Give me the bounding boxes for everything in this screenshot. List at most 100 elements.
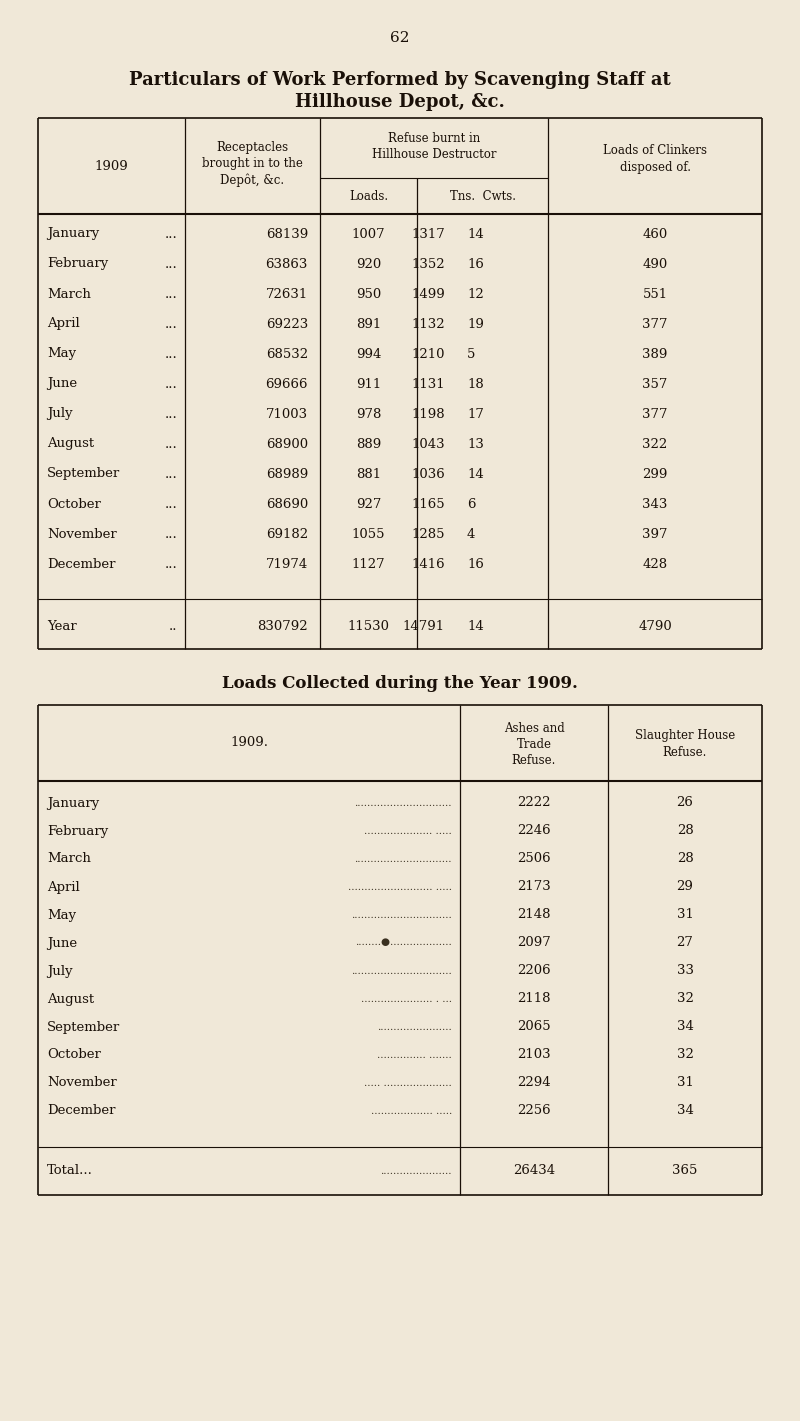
Text: ............... .......: ............... .......	[378, 1050, 452, 1060]
Text: 68989: 68989	[266, 468, 308, 480]
Text: 2173: 2173	[517, 881, 551, 894]
Text: .......................... .....: .......................... .....	[348, 882, 452, 891]
Text: 377: 377	[642, 317, 668, 331]
Text: February: February	[47, 824, 108, 837]
Text: 71974: 71974	[266, 557, 308, 570]
Text: 33: 33	[677, 965, 694, 978]
Text: ......................: ......................	[381, 1167, 452, 1175]
Text: Trade: Trade	[517, 739, 551, 752]
Text: August: August	[47, 438, 94, 450]
Text: 950: 950	[356, 287, 381, 300]
Text: 14: 14	[467, 227, 484, 240]
Text: ..... .....................: ..... .....................	[364, 1079, 452, 1087]
Text: 994: 994	[356, 348, 381, 361]
Text: Loads Collected during the Year 1909.: Loads Collected during the Year 1909.	[222, 675, 578, 692]
Text: 389: 389	[642, 348, 668, 361]
Text: .......................: .......................	[378, 1023, 452, 1032]
Text: 14: 14	[467, 468, 484, 480]
Text: ...: ...	[164, 317, 177, 331]
Text: 19: 19	[467, 317, 484, 331]
Text: 357: 357	[642, 378, 668, 391]
Text: 29: 29	[677, 881, 694, 894]
Text: July: July	[47, 965, 73, 978]
Text: 31: 31	[677, 1077, 694, 1090]
Text: ...............................: ...............................	[351, 966, 452, 975]
Text: 4: 4	[467, 527, 475, 540]
Text: ...: ...	[164, 438, 177, 450]
Text: brought in to the: brought in to the	[202, 158, 303, 171]
Text: February: February	[47, 257, 108, 270]
Text: 16: 16	[467, 557, 484, 570]
Text: ...: ...	[164, 408, 177, 421]
Text: Total...: Total...	[47, 1164, 93, 1178]
Text: 377: 377	[642, 408, 668, 421]
Text: 1043: 1043	[411, 438, 445, 450]
Text: Refuse.: Refuse.	[512, 755, 556, 767]
Text: 2246: 2246	[517, 824, 551, 837]
Text: 978: 978	[356, 408, 381, 421]
Text: ...: ...	[164, 348, 177, 361]
Text: 6: 6	[467, 497, 475, 510]
Text: 1909: 1909	[94, 159, 128, 172]
Text: 1131: 1131	[411, 378, 445, 391]
Text: 69182: 69182	[266, 527, 308, 540]
Text: Hillhouse Destructor: Hillhouse Destructor	[372, 148, 496, 161]
Text: January: January	[47, 227, 99, 240]
Text: 68139: 68139	[266, 227, 308, 240]
Text: 17: 17	[467, 408, 484, 421]
Text: ...: ...	[164, 257, 177, 270]
Text: 34: 34	[677, 1104, 694, 1117]
Text: 4790: 4790	[638, 621, 672, 634]
Text: April: April	[47, 881, 80, 894]
Text: 1416: 1416	[411, 557, 445, 570]
Text: April: April	[47, 317, 80, 331]
Text: ..: ..	[169, 621, 177, 634]
Text: 365: 365	[672, 1164, 698, 1178]
Text: 2065: 2065	[517, 1020, 551, 1033]
Text: 1210: 1210	[411, 348, 445, 361]
Text: 881: 881	[356, 468, 381, 480]
Text: August: August	[47, 992, 94, 1006]
Text: 490: 490	[642, 257, 668, 270]
Text: ..............................: ..............................	[354, 799, 452, 807]
Text: ........●...................: ........●...................	[355, 938, 452, 948]
Text: 2506: 2506	[517, 853, 551, 865]
Text: October: October	[47, 497, 101, 510]
Text: 34: 34	[677, 1020, 694, 1033]
Text: January: January	[47, 797, 99, 810]
Text: 13: 13	[467, 438, 484, 450]
Text: ..............................: ..............................	[354, 854, 452, 864]
Text: 68900: 68900	[266, 438, 308, 450]
Text: 889: 889	[356, 438, 381, 450]
Text: Depôt, &c.: Depôt, &c.	[221, 173, 285, 186]
Text: 71003: 71003	[266, 408, 308, 421]
Text: 32: 32	[677, 992, 694, 1006]
Text: ...: ...	[164, 287, 177, 300]
Text: Receptacles: Receptacles	[217, 142, 289, 155]
Text: 299: 299	[642, 468, 668, 480]
Text: ...: ...	[164, 378, 177, 391]
Text: ...................... . ...: ...................... . ...	[361, 995, 452, 1003]
Text: ..................... .....: ..................... .....	[364, 827, 452, 836]
Text: 68532: 68532	[266, 348, 308, 361]
Text: 1127: 1127	[352, 557, 386, 570]
Text: October: October	[47, 1049, 101, 1061]
Text: December: December	[47, 1104, 115, 1117]
Text: 28: 28	[677, 824, 694, 837]
Text: May: May	[47, 348, 76, 361]
Text: Year: Year	[47, 621, 77, 634]
Text: Loads.: Loads.	[349, 189, 388, 203]
Text: ...............................: ...............................	[351, 911, 452, 919]
Text: 920: 920	[356, 257, 381, 270]
Text: 11530: 11530	[347, 621, 390, 634]
Text: 911: 911	[356, 378, 381, 391]
Text: Refuse burnt in: Refuse burnt in	[388, 132, 480, 145]
Text: September: September	[47, 1020, 120, 1033]
Text: 2148: 2148	[518, 908, 550, 921]
Text: 1007: 1007	[352, 227, 386, 240]
Text: July: July	[47, 408, 73, 421]
Text: 1909.: 1909.	[230, 736, 268, 749]
Text: 2097: 2097	[517, 936, 551, 949]
Text: 1317: 1317	[411, 227, 445, 240]
Text: ...: ...	[164, 468, 177, 480]
